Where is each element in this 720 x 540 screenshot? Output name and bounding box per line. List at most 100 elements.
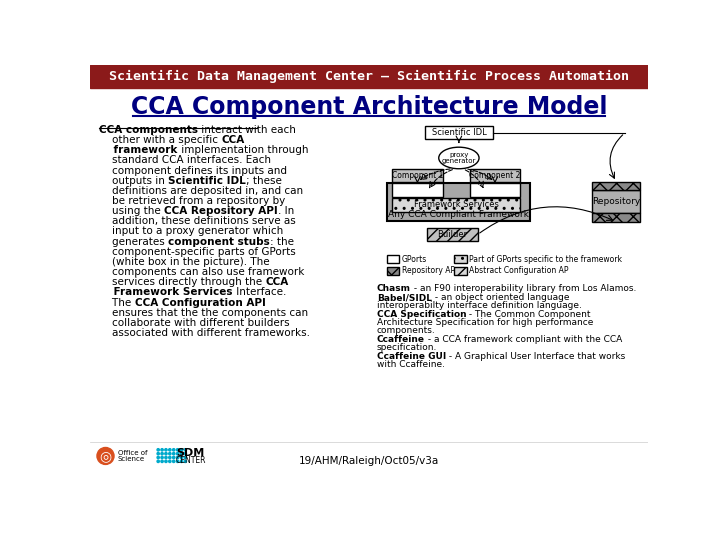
Text: Abstract Configuration AP: Abstract Configuration AP [469,266,569,275]
Bar [392,168,443,182]
Circle shape [176,460,179,462]
Bar [387,255,399,264]
Text: Scientific IDL: Scientific IDL [168,176,246,186]
Bar [392,184,443,197]
Circle shape [180,453,183,455]
Circle shape [165,449,167,451]
Text: - a CCA framework compliant with the CCA: - a CCA framework compliant with the CCA [425,335,622,344]
Ellipse shape [438,147,479,168]
Text: generator: generator [441,158,476,164]
Bar [469,168,520,182]
Text: Repository AP: Repository AP [402,266,454,275]
Text: Component 1: Component 1 [392,171,443,180]
Circle shape [97,448,114,464]
Text: components can also use framework: components can also use framework [99,267,305,277]
Text: Any CCA Compliant Framework: Any CCA Compliant Framework [388,211,529,219]
Text: using the: using the [99,206,164,216]
Circle shape [176,449,179,451]
Text: input to a proxy generator which: input to a proxy generator which [99,226,284,237]
Circle shape [168,460,171,462]
Circle shape [173,449,175,451]
Bar [387,183,530,221]
Text: implementation through: implementation through [178,145,308,155]
Text: 19/AHM/Raleigh/Oct05/v3a: 19/AHM/Raleigh/Oct05/v3a [299,456,439,467]
Text: generates: generates [99,237,168,247]
Bar [469,184,520,197]
Circle shape [161,449,163,451]
Text: Component 2: Component 2 [469,171,521,180]
Circle shape [161,453,163,455]
Bar [427,228,477,241]
Text: CCA components: CCA components [99,125,198,135]
Text: CCA Specification: CCA Specification [377,310,467,319]
Circle shape [161,460,163,462]
Bar [90,65,648,88]
Text: Framework Services: Framework Services [414,200,499,210]
Circle shape [173,453,175,455]
Text: Scientific Data Management Center – Scientific Process Automation: Scientific Data Management Center – Scie… [109,70,629,83]
Text: CCA: CCA [266,278,289,287]
Circle shape [173,460,175,462]
Text: Scientific IDL: Scientific IDL [431,129,486,138]
Bar [593,213,640,222]
Text: ◎: ◎ [99,449,112,463]
Text: Interface.: Interface. [233,287,286,298]
Text: ; these: ; these [246,176,282,186]
Text: other with a specific: other with a specific [99,135,222,145]
Text: CCA: CCA [222,135,245,145]
Text: Ccaffeine GUI: Ccaffeine GUI [377,352,446,361]
Text: (white box in the picture). The: (white box in the picture). The [99,257,270,267]
Bar [454,255,467,264]
Text: CCA Component Architecture Model: CCA Component Architecture Model [131,95,607,119]
Text: : the: : the [270,237,294,247]
Text: services directly through the: services directly through the [99,278,266,287]
Circle shape [157,456,159,458]
Circle shape [157,449,159,451]
Text: collaborate with different builders: collaborate with different builders [99,318,290,328]
Text: associated with different frameworks.: associated with different frameworks. [99,328,310,338]
Bar [425,126,493,139]
Text: Architecture Specification for high performance: Architecture Specification for high perf… [377,318,593,327]
Circle shape [184,449,186,451]
Circle shape [180,456,183,458]
Text: - A Graphical User Interface that works: - A Graphical User Interface that works [446,352,625,361]
Bar [392,198,520,212]
Circle shape [168,453,171,455]
Text: Science: Science [118,456,145,462]
Text: interact with each: interact with each [198,125,296,135]
Text: CCA Configuration API: CCA Configuration API [135,298,266,308]
Text: interoperabilty interface definition language.: interoperabilty interface definition lan… [377,301,582,310]
Circle shape [184,460,186,462]
Text: GPorts: GPorts [402,255,427,264]
Text: - an F90 interoperability library from Los Alamos.: - an F90 interoperability library from L… [410,284,636,293]
Text: framework: framework [99,145,178,155]
Text: Chasm: Chasm [377,284,410,293]
Text: component defines its inputs and: component defines its inputs and [99,166,287,176]
Text: Part of GPorts specific to the framework: Part of GPorts specific to the framework [469,255,622,264]
Circle shape [157,460,159,462]
Text: with Ccaffeine.: with Ccaffeine. [377,360,445,369]
Circle shape [157,453,159,455]
Text: standard CCA interfaces. Each: standard CCA interfaces. Each [99,156,271,165]
Text: component stubs: component stubs [168,237,270,247]
Bar [454,267,467,275]
Circle shape [176,456,179,458]
Text: CCA Repository API: CCA Repository API [164,206,278,216]
Circle shape [176,453,179,455]
Text: definitions are deposited in, and can: definitions are deposited in, and can [99,186,303,196]
Circle shape [184,456,186,458]
Circle shape [180,460,183,462]
Circle shape [180,449,183,451]
Text: - an object oriented language: - an object oriented language [432,293,570,302]
Text: Repository: Repository [592,197,640,206]
Text: specification.: specification. [377,343,437,352]
Text: The: The [99,298,135,308]
Text: - The Common Component: - The Common Component [467,310,591,319]
Text: be retrieved from a repository by: be retrieved from a repository by [99,196,286,206]
Text: proxy: proxy [449,152,469,158]
Text: CENTER: CENTER [176,456,206,465]
Circle shape [168,456,171,458]
Text: addition, these definitions serve as: addition, these definitions serve as [99,217,296,226]
Circle shape [165,453,167,455]
Text: SDM: SDM [176,448,205,458]
